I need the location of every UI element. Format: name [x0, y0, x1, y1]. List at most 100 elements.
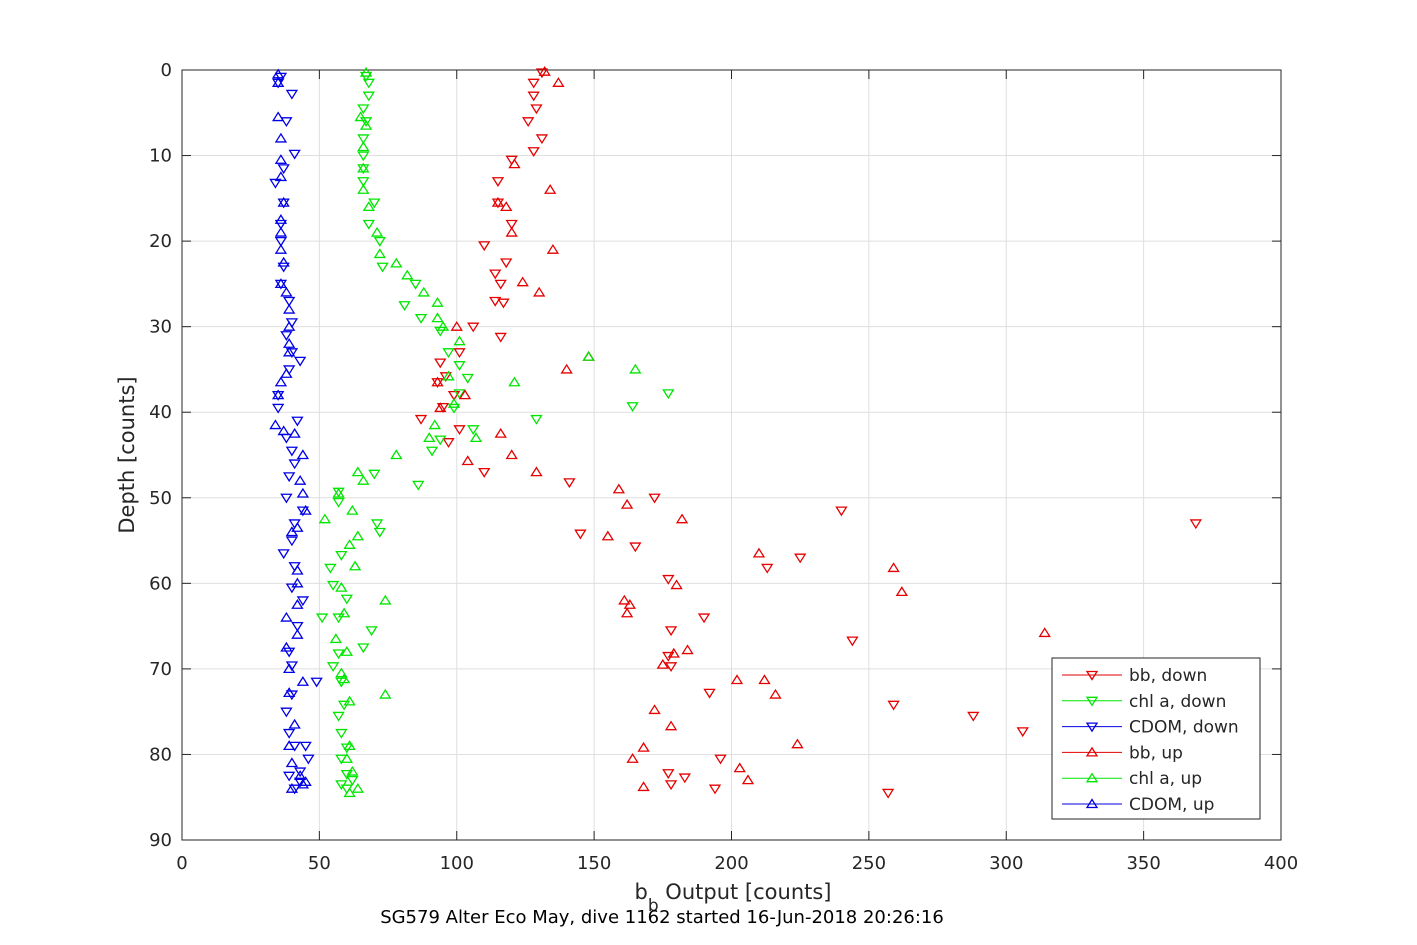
legend-marker — [1085, 722, 1099, 733]
data-point — [478, 467, 491, 478]
data-point — [282, 663, 296, 674]
data-point — [527, 78, 540, 89]
data-point — [417, 286, 430, 297]
data-point — [667, 647, 680, 658]
data-point — [538, 65, 551, 76]
data-point — [447, 397, 461, 408]
data-point — [357, 474, 370, 485]
data-point — [887, 562, 900, 573]
data-point — [546, 243, 560, 254]
data-point — [425, 446, 439, 457]
legend-entry: bb, down — [1062, 666, 1207, 686]
data-point — [280, 286, 293, 297]
y-tick-label: 40 — [149, 402, 172, 423]
data-point — [648, 704, 661, 715]
data-point — [282, 740, 296, 751]
data-point — [794, 553, 807, 564]
data-point — [467, 425, 480, 436]
data-point — [708, 784, 722, 795]
data-point — [293, 770, 307, 780]
data-point — [277, 164, 290, 175]
data-point — [296, 675, 310, 686]
data-point — [346, 765, 359, 776]
data-point — [516, 276, 529, 287]
x-tick-label: 250 — [852, 853, 886, 874]
data-point — [357, 643, 370, 654]
data-point — [379, 594, 392, 605]
y-axis-label: Depth [counts] — [115, 376, 139, 533]
data-point — [494, 332, 507, 343]
data-point — [280, 611, 293, 622]
data-point — [373, 236, 386, 247]
data-point — [285, 446, 299, 457]
data-point — [697, 613, 711, 624]
data-point — [269, 419, 282, 430]
data-point — [274, 171, 288, 182]
data-point — [620, 607, 634, 618]
data-point — [357, 184, 370, 194]
data-point — [335, 667, 348, 678]
data-point — [431, 312, 444, 323]
data-point — [491, 177, 505, 187]
data-point — [335, 550, 348, 561]
data-point — [285, 348, 299, 359]
legend-marker — [1085, 696, 1099, 707]
data-point — [662, 769, 675, 779]
data-point — [346, 775, 359, 786]
data-point — [664, 720, 678, 731]
data-point — [439, 372, 452, 383]
data-point — [431, 376, 444, 387]
data-point — [368, 198, 381, 209]
data-point — [461, 373, 474, 384]
legend-entry: chl a, up — [1062, 769, 1202, 789]
data-point — [436, 320, 450, 331]
data-point — [332, 497, 345, 508]
data-point — [288, 427, 301, 438]
data-point — [291, 521, 304, 532]
legend-label: bb, down — [1129, 666, 1207, 686]
series-4 — [318, 66, 642, 798]
data-point — [620, 498, 634, 509]
data-point — [357, 151, 370, 162]
series-1 — [315, 71, 675, 795]
data-point — [681, 644, 694, 655]
data-point — [277, 196, 290, 207]
data-point — [282, 472, 296, 483]
data-point — [285, 757, 299, 768]
data-point — [560, 363, 573, 374]
data-point — [434, 402, 447, 413]
legend-label: CDOM, up — [1129, 795, 1214, 815]
data-point — [274, 213, 288, 224]
data-point — [291, 416, 304, 427]
data-point — [285, 690, 299, 701]
data-point — [337, 673, 351, 684]
x-tick-label: 300 — [989, 853, 1023, 874]
data-point — [442, 438, 455, 448]
data-point — [758, 674, 771, 685]
data-point — [291, 577, 304, 588]
data-point — [362, 78, 376, 89]
data-point — [662, 389, 675, 400]
data-point — [274, 226, 288, 237]
data-point — [664, 626, 678, 637]
data-point — [282, 771, 296, 782]
data-point — [274, 219, 288, 230]
data-point — [285, 583, 299, 594]
data-point — [291, 564, 304, 575]
data-point — [291, 628, 304, 639]
data-point — [343, 695, 356, 706]
data-point — [601, 530, 615, 541]
data-point — [282, 296, 296, 307]
data-point — [447, 403, 461, 414]
data-point — [527, 91, 540, 102]
data-point — [351, 466, 365, 477]
data-point — [623, 598, 637, 609]
data-point — [563, 478, 576, 489]
legend-entry: bb, up — [1062, 743, 1183, 763]
data-point — [730, 674, 744, 685]
data-point — [296, 487, 310, 498]
data-point — [282, 687, 296, 697]
data-point — [453, 389, 466, 400]
data-point — [618, 594, 631, 605]
data-point — [434, 358, 447, 369]
